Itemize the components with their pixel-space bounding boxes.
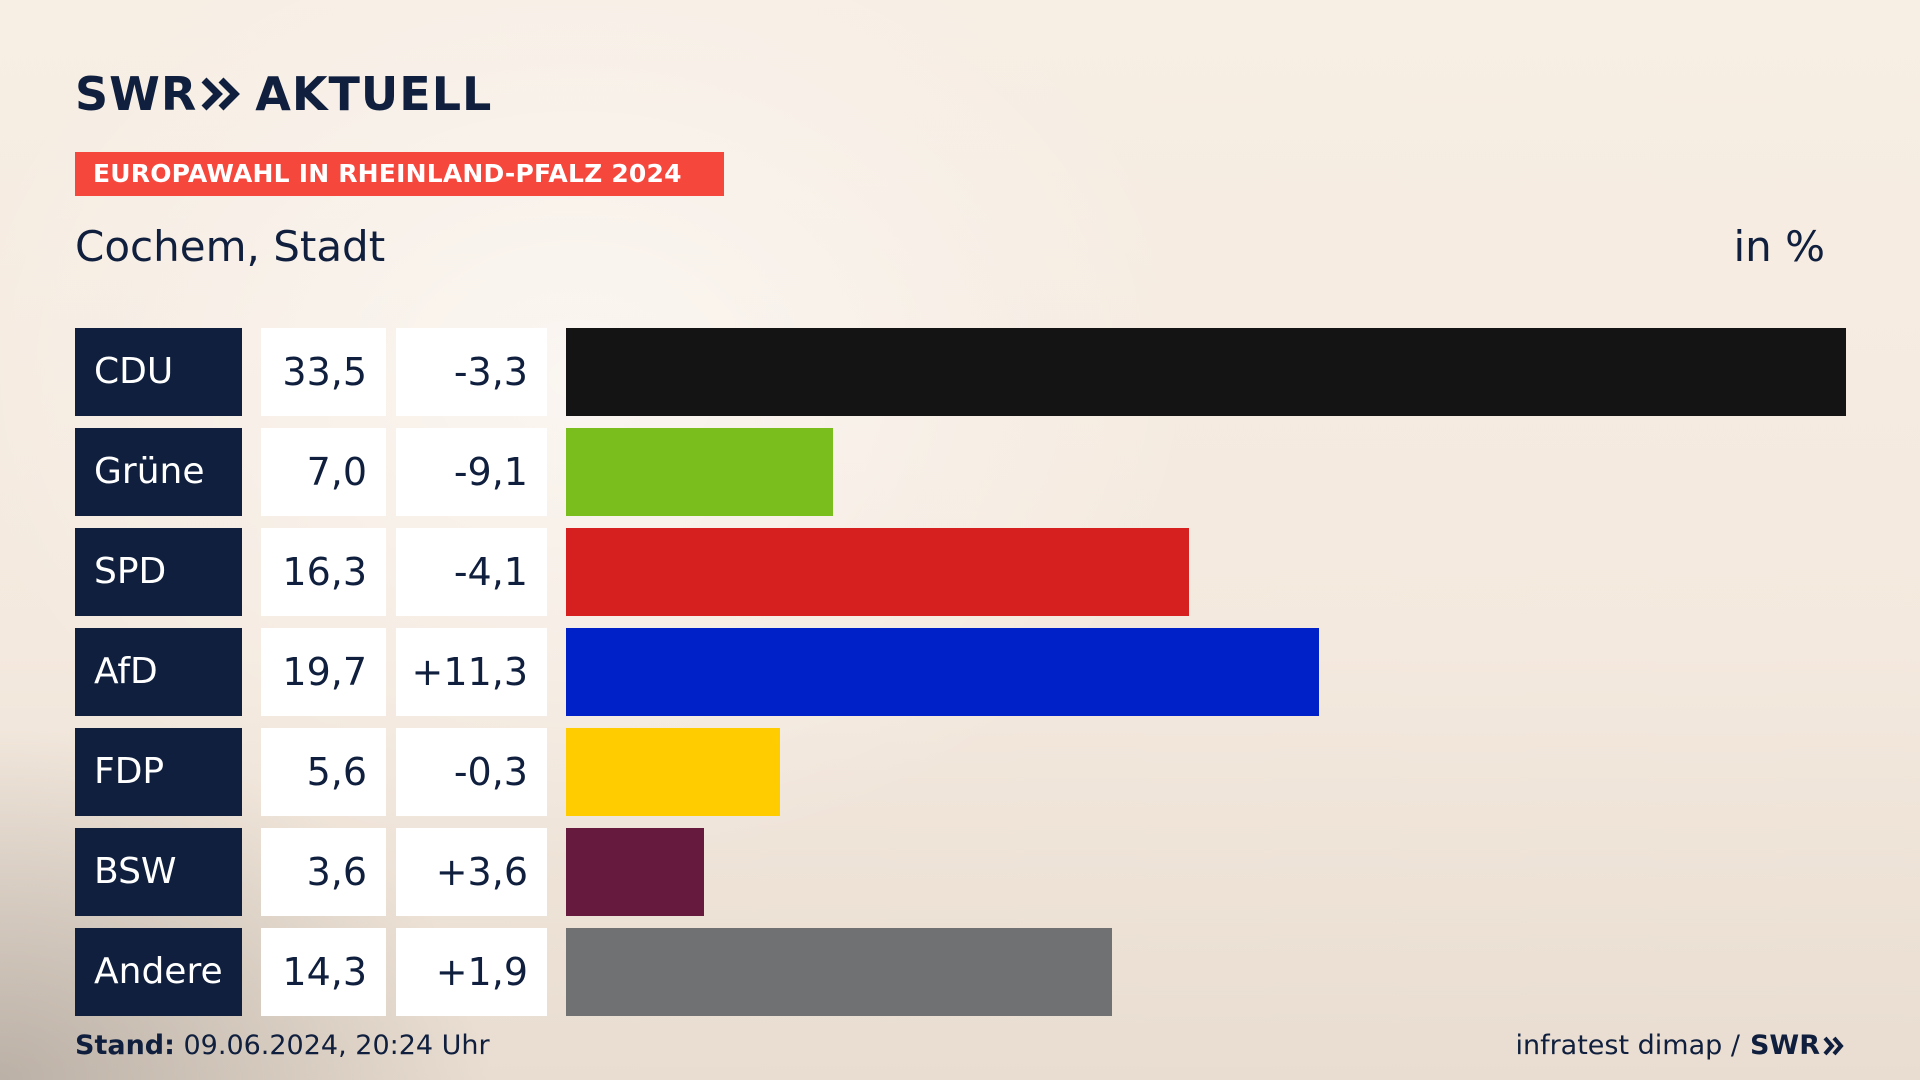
logo-aktuell-text: AKTUELL (255, 67, 493, 121)
party-label: SPD (75, 528, 242, 616)
value-label: 19,7 (261, 628, 386, 716)
bar (566, 728, 780, 816)
bar (566, 628, 1319, 716)
double-chevron-icon (201, 76, 241, 112)
diff-label: +1,9 (396, 928, 547, 1016)
party-label: BSW (75, 828, 242, 916)
diff-label: +11,3 (396, 628, 547, 716)
diff-label: -4,1 (396, 528, 547, 616)
value-label: 33,5 (261, 328, 386, 416)
value-label: 7,0 (261, 428, 386, 516)
party-label: CDU (75, 328, 242, 416)
diff-label: -3,3 (396, 328, 547, 416)
swr-small-logo-text: SWR (1749, 1030, 1820, 1061)
chart-subtitle: Cochem, Stadt (75, 222, 386, 271)
unit-label: in % (1733, 222, 1825, 271)
bar (566, 928, 1112, 1016)
party-label: AfD (75, 628, 242, 716)
bar (566, 328, 1846, 416)
swr-small-logo: SWR (1750, 1030, 1845, 1061)
diff-label: +3,6 (396, 828, 547, 916)
bar (566, 428, 833, 516)
logo-swr-text: SWR (75, 67, 198, 121)
value-label: 5,6 (261, 728, 386, 816)
value-label: 3,6 (261, 828, 386, 916)
value-label: 16,3 (261, 528, 386, 616)
timestamp-label: Stand: (75, 1030, 175, 1061)
party-label: Grüne (75, 428, 242, 516)
election-badge: EUROPAWAHL IN RHEINLAND-PFALZ 2024 (75, 152, 724, 196)
bar (566, 828, 704, 916)
double-chevron-small-icon (1823, 1036, 1844, 1055)
value-label: 14,3 (261, 928, 386, 1016)
party-label: Andere (75, 928, 242, 1016)
bar (566, 528, 1189, 616)
timestamp: Stand: 09.06.2024, 20:24 Uhr (75, 1030, 490, 1061)
swr-aktuell-logo: SWR AKTUELL (75, 64, 492, 124)
diff-label: -9,1 (396, 428, 547, 516)
party-label: FDP (75, 728, 242, 816)
source-text: infratest dimap / (1515, 1030, 1740, 1061)
source-credit: infratest dimap / SWR (1515, 1030, 1845, 1061)
timestamp-value: 09.06.2024, 20:24 Uhr (174, 1030, 490, 1061)
diff-label: -0,3 (396, 728, 547, 816)
